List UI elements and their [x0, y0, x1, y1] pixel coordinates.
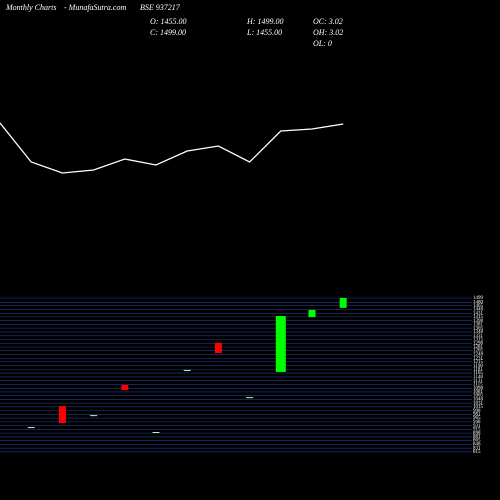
candle-body [308, 309, 316, 318]
y-tick-label: 1031 [473, 401, 484, 406]
y-tick-label: 1115 [473, 382, 483, 387]
y-tick-label: 1298 [473, 341, 484, 346]
candle-body [152, 431, 160, 433]
y-tick-label: 1181 [473, 368, 483, 373]
candle-body [246, 397, 254, 399]
y-tick-label: 1315 [473, 338, 484, 343]
candle-body [90, 415, 98, 417]
close-value: C: 1499.00 [150, 28, 186, 37]
y-tick-label: 1131 [473, 379, 483, 384]
y-tick-label: 881 [473, 435, 481, 440]
y-tick-label: 998 [473, 409, 481, 414]
y-tick-label: 1231 [473, 356, 484, 361]
low-value: L: 1455.00 [246, 28, 282, 37]
y-tick-label: 1381 [473, 323, 484, 328]
y-tick-label: 865 [473, 439, 481, 444]
y-tick-label: 1048 [473, 398, 484, 403]
y-tick-label: 831 [473, 446, 481, 451]
ol-value: OL: 0 [313, 39, 332, 48]
y-tick-label: 1265 [473, 349, 484, 354]
y-tick-label: 965 [473, 416, 481, 421]
y-tick-label: 1480 [473, 300, 484, 305]
oc-value: OC: 3.02 [313, 17, 343, 26]
y-tick-label: 1499 [473, 296, 484, 301]
symbol: BSE 937217 [140, 3, 181, 12]
y-tick-label: 1098 [473, 386, 484, 391]
candle-body [183, 369, 191, 371]
y-tick-label: 981 [473, 413, 481, 418]
y-tick-label: 848 [473, 442, 481, 447]
y-tick-label: 1348 [473, 330, 484, 335]
oh-value: OH: 3.02 [313, 28, 343, 37]
y-tick-label: 931 [473, 424, 481, 429]
y-tick-label: 1015 [473, 405, 484, 410]
y-tick-label: 1248 [473, 353, 484, 358]
y-tick-label: 1215 [473, 360, 484, 365]
candle-body [58, 406, 66, 423]
site-name: Monthly Charts [5, 3, 56, 12]
y-tick-label: 898 [473, 431, 481, 436]
y-tick-label: 1165 [473, 371, 483, 376]
price-line [0, 122, 344, 174]
y-tick-label: 1448 [473, 308, 484, 313]
candle-body [339, 298, 347, 308]
y-tick-label: 1398 [473, 319, 484, 324]
y-tick-label: 915 [473, 427, 481, 432]
y-tick-label: 1065 [473, 394, 484, 399]
high-value: H: 1499.00 [246, 17, 283, 26]
open-value: O: 1455.00 [150, 17, 186, 26]
candle-body [275, 315, 286, 372]
candle-body [214, 342, 222, 354]
y-tick-label: 815 [473, 450, 481, 455]
y-tick-label: 1281 [473, 345, 484, 350]
y-tick-label: 1148 [473, 375, 483, 380]
candle-body [27, 427, 35, 429]
y-tick-label: 1415 [473, 315, 484, 320]
y-tick-label: 1081 [473, 390, 484, 395]
y-tick-label: 1431 [473, 311, 484, 316]
y-tick-label: 1331 [473, 334, 484, 339]
candle-body [121, 385, 129, 390]
y-tick-label: 1198 [473, 364, 483, 369]
y-tick-label: 948 [473, 420, 481, 425]
source: - MunafaSutra.com [64, 3, 126, 12]
y-tick-label: 1365 [473, 326, 484, 331]
y-tick-label: 1465 [473, 304, 484, 309]
